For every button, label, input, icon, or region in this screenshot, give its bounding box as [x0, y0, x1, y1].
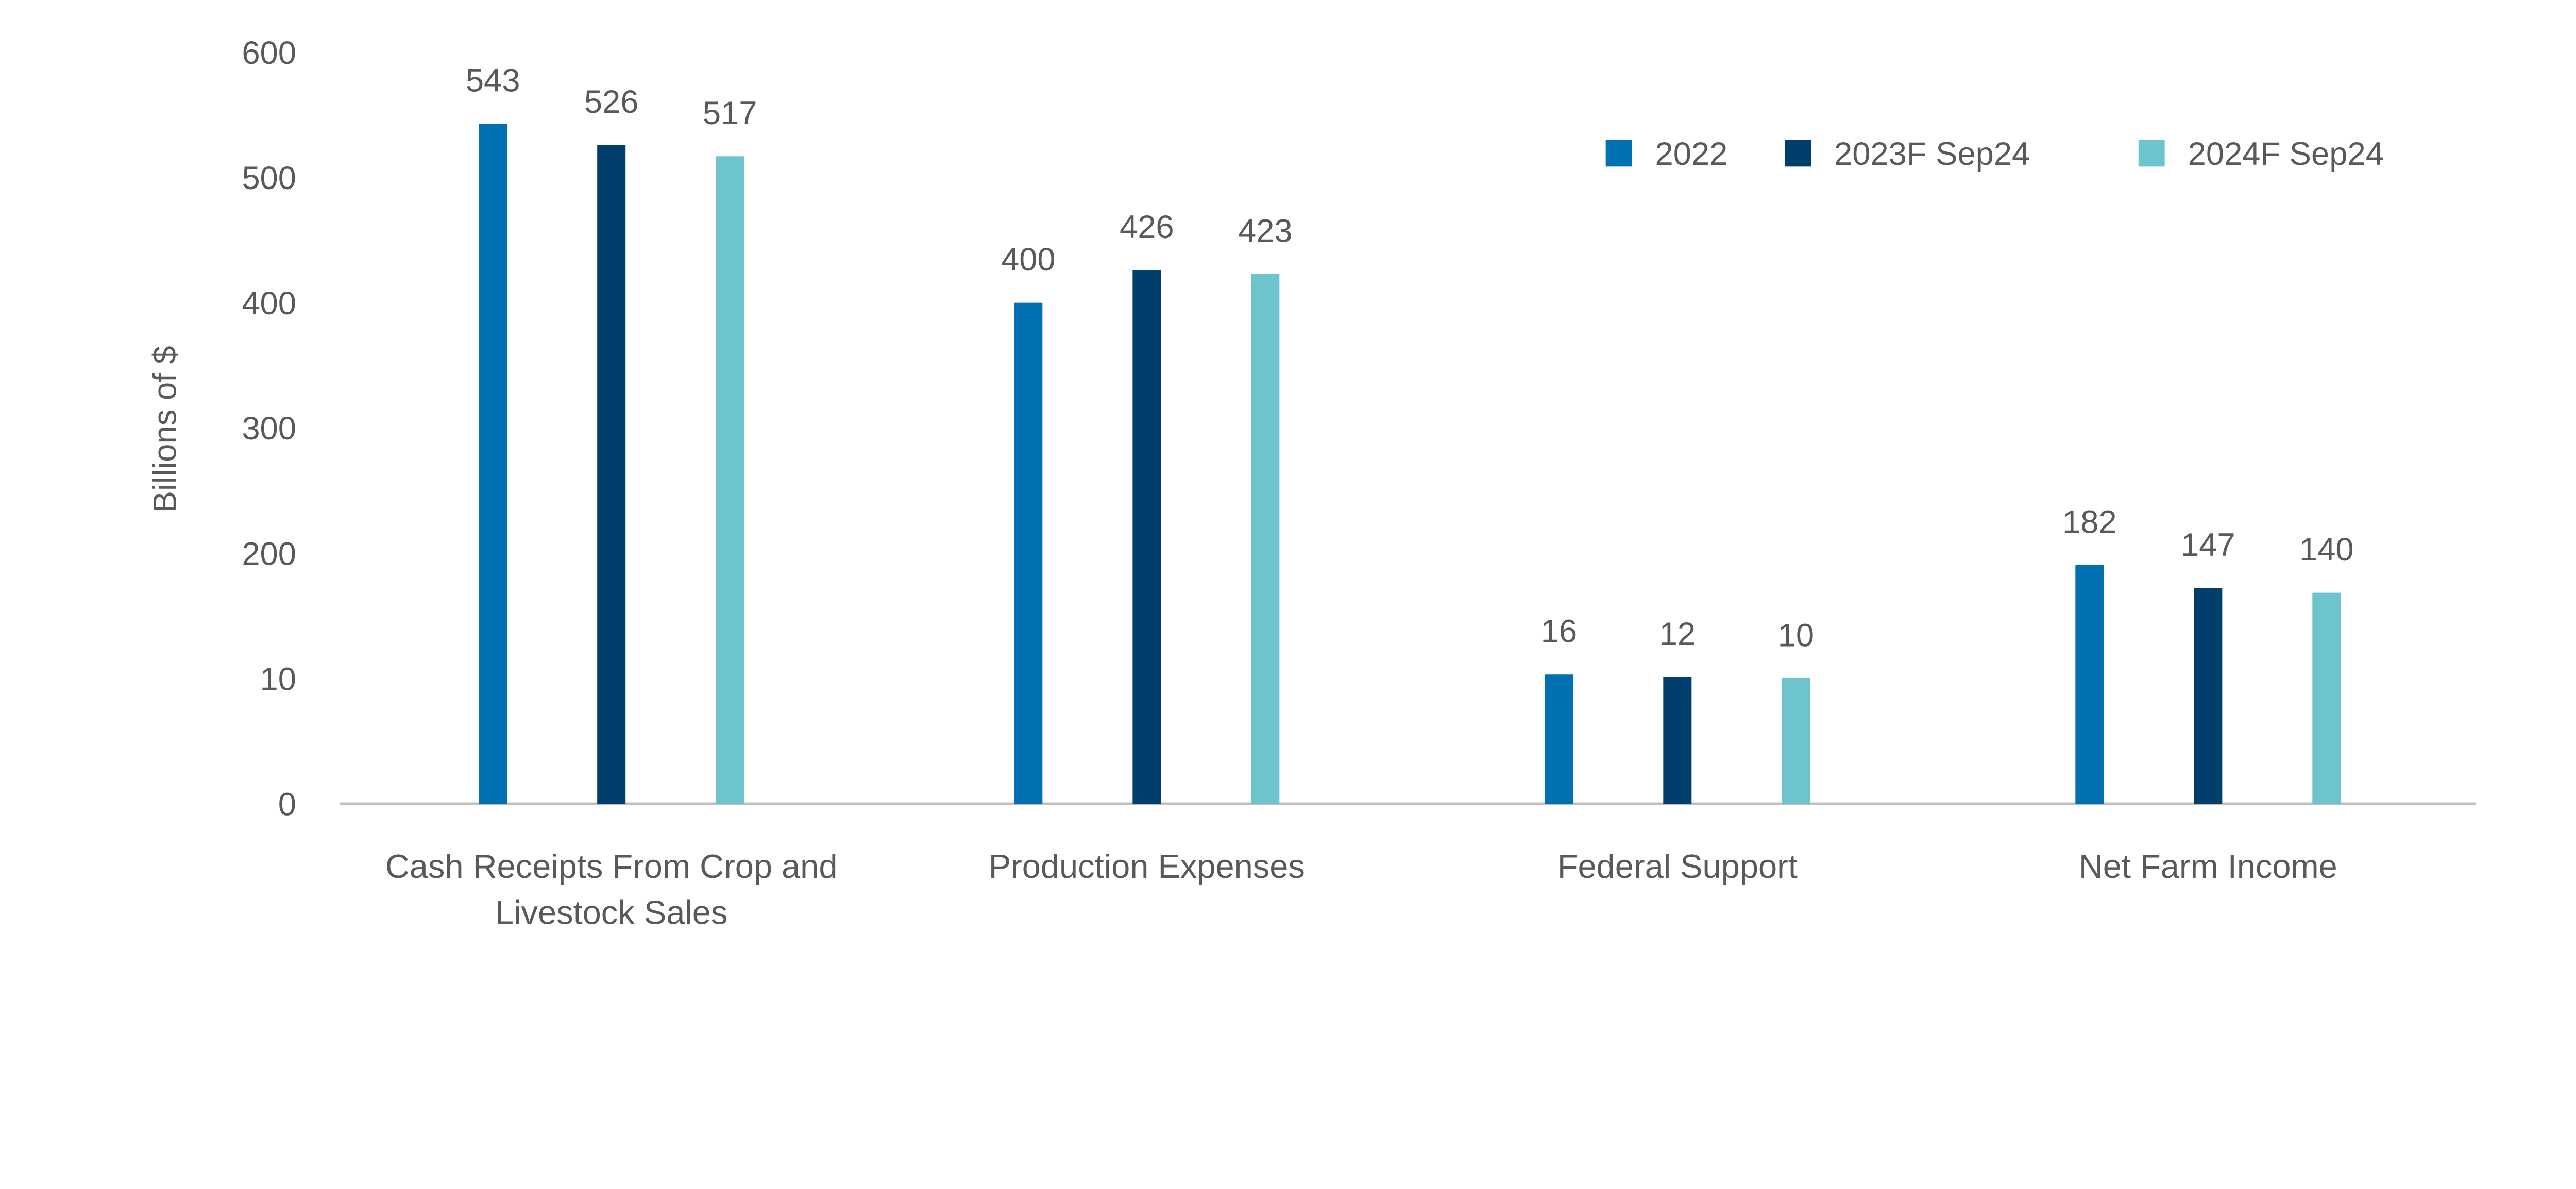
bar [479, 124, 507, 804]
bar [1663, 677, 1692, 804]
y-tick-label: 500 [242, 160, 296, 196]
data-label: 182 [2062, 504, 2117, 540]
category-labels: Cash Receipts From Crop and Livestock Sal… [385, 847, 2337, 931]
data-label: 140 [2299, 532, 2354, 568]
category-label: Livestock Sales [495, 893, 727, 931]
y-axis-ticks: 0 10 200 300 400 500 600 [242, 35, 296, 822]
data-label: 12 [1659, 616, 1696, 652]
bars: 543 400 16 182 526 426 12 147 517 423 10 140 [466, 63, 2354, 804]
legend: 2022 2023F Sep24 2024F Sep24 [1605, 136, 2384, 172]
bar [2194, 588, 2223, 804]
data-label: 16 [1541, 614, 1577, 650]
y-tick-label: 400 [242, 285, 296, 321]
bar-chart: 0 10 200 300 400 500 600 Billions of $ 543 400 1… [147, 35, 2476, 931]
legend-label: 2023F Sep24 [1834, 136, 2030, 172]
y-tick-label: 600 [242, 35, 296, 71]
y-tick-label: 300 [242, 411, 296, 447]
legend-label: 2022 [1655, 136, 1727, 172]
y-tick-label: 200 [242, 536, 296, 572]
bar [2312, 592, 2341, 804]
data-label: 517 [703, 95, 757, 131]
bar [1545, 674, 1573, 804]
legend-swatch [1605, 140, 1632, 167]
data-label: 526 [584, 84, 639, 120]
y-tick-label: 10 [260, 661, 296, 697]
y-axis-label: Billions of $ [147, 346, 183, 513]
category-label: Production Expenses [989, 847, 1305, 885]
data-label: 543 [466, 63, 520, 99]
data-label: 10 [1778, 617, 1814, 653]
bar [1251, 274, 1280, 804]
data-label: 426 [1120, 209, 1174, 245]
bar [1782, 678, 1810, 804]
bar [716, 156, 744, 804]
bar [1132, 270, 1161, 804]
category-label: Net Farm Income [2079, 847, 2337, 885]
data-label: 423 [1238, 213, 1293, 249]
data-label: 400 [1001, 242, 1056, 278]
legend-swatch [1785, 140, 1811, 167]
bar [597, 145, 626, 804]
legend-swatch [2138, 140, 2165, 167]
category-label: Federal Support [1557, 847, 1798, 885]
data-label: 147 [2181, 527, 2235, 563]
category-label: Cash Receipts From Crop and [385, 847, 838, 885]
bar [1014, 302, 1043, 804]
bar [2075, 565, 2104, 804]
legend-label: 2024F Sep24 [2188, 136, 2384, 172]
y-tick-label: 0 [278, 786, 296, 822]
